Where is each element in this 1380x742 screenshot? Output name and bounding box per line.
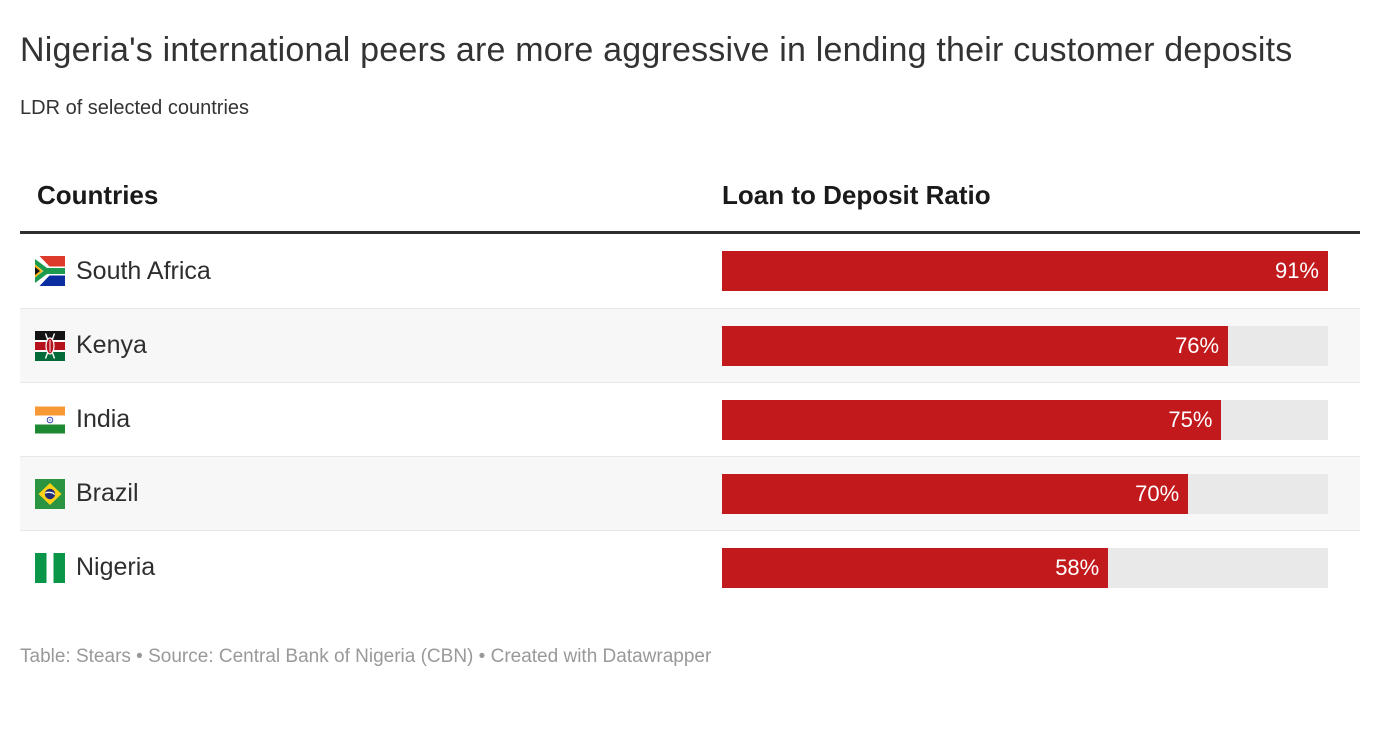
table-row-south-africa: South Africa 91% <box>20 234 1360 308</box>
table-row-india: India 75% <box>20 382 1360 456</box>
bar-cell: 76% <box>722 325 1360 366</box>
bar-value-label: 58% <box>1055 554 1100 580</box>
bar-track: 58% <box>722 547 1328 588</box>
footer-source-prefix: Source: <box>148 646 219 667</box>
bar-cell: 70% <box>722 473 1360 514</box>
country-label: Nigeria <box>76 553 156 581</box>
india-flag-icon <box>35 404 65 435</box>
bar-track: 75% <box>722 399 1328 440</box>
table-header-row: Countries Loan to Deposit Ratio <box>20 180 1360 231</box>
table-row-brazil: Brazil 70% <box>20 456 1360 530</box>
footer-source-link[interactable]: Central Bank of Nigeria (CBN) <box>218 646 474 667</box>
footer-table-credit-link[interactable]: Stears <box>75 646 131 667</box>
datawrapper-bar-table: Nigeria's international peers are more a… <box>0 24 1380 742</box>
table-row-kenya: Kenya 76% <box>20 308 1360 382</box>
brazil-flag-icon <box>35 478 65 509</box>
country-label: Kenya <box>76 331 147 359</box>
table-body: South Africa 91% <box>20 231 1360 604</box>
bar-brazil: 70% <box>722 473 1189 514</box>
bar-cell: 75% <box>722 399 1360 440</box>
footer-separator: • <box>473 646 491 667</box>
footer-table-prefix: Table: <box>20 646 76 667</box>
nigeria-flag-icon <box>35 552 65 583</box>
bar-nigeria: 58% <box>722 547 1109 588</box>
bar-value-label: 70% <box>1135 480 1180 506</box>
country-cell: India <box>20 404 722 435</box>
country-label: India <box>76 405 131 433</box>
page-title: Nigeria's international peers are more a… <box>20 31 1293 69</box>
footer-datawrapper-link[interactable]: Datawrapper <box>602 646 712 667</box>
country-cell: South Africa <box>20 256 722 286</box>
bar-value-label: 76% <box>1175 332 1220 358</box>
bar-value-label: 91% <box>1274 258 1319 283</box>
table-row-nigeria: Nigeria 58% <box>20 530 1360 604</box>
footer-separator: • <box>130 646 149 667</box>
country-label: South Africa <box>76 256 211 285</box>
column-header-countries: Countries <box>37 180 159 210</box>
ldr-table: Countries Loan to Deposit Ratio <box>20 180 1360 604</box>
bar-track: 76% <box>722 325 1328 366</box>
country-label: Brazil <box>76 479 139 507</box>
bar-south-africa: 91% <box>722 251 1328 291</box>
kenya-flag-icon <box>35 330 65 361</box>
column-header-loan-to-deposit-ratio: Loan to Deposit Ratio <box>722 180 991 210</box>
bar-track: 70% <box>722 473 1328 514</box>
bar-cell: 91% <box>722 251 1360 291</box>
country-cell: Nigeria <box>20 552 722 583</box>
country-cell: Brazil <box>20 478 722 509</box>
bar-cell: 58% <box>722 547 1360 588</box>
country-cell: Kenya <box>20 330 722 361</box>
bar-kenya: 76% <box>722 325 1229 366</box>
south-africa-flag-icon <box>35 256 65 286</box>
bar-track: 91% <box>722 251 1328 291</box>
bar-india: 75% <box>722 399 1222 440</box>
attribution-footer: Table: Stears • Source: Central Bank of … <box>20 646 1360 668</box>
footer-created-prefix: Created with <box>490 646 603 667</box>
bar-value-label: 75% <box>1168 406 1213 432</box>
chart-subtitle: LDR of selected countries <box>20 97 250 119</box>
